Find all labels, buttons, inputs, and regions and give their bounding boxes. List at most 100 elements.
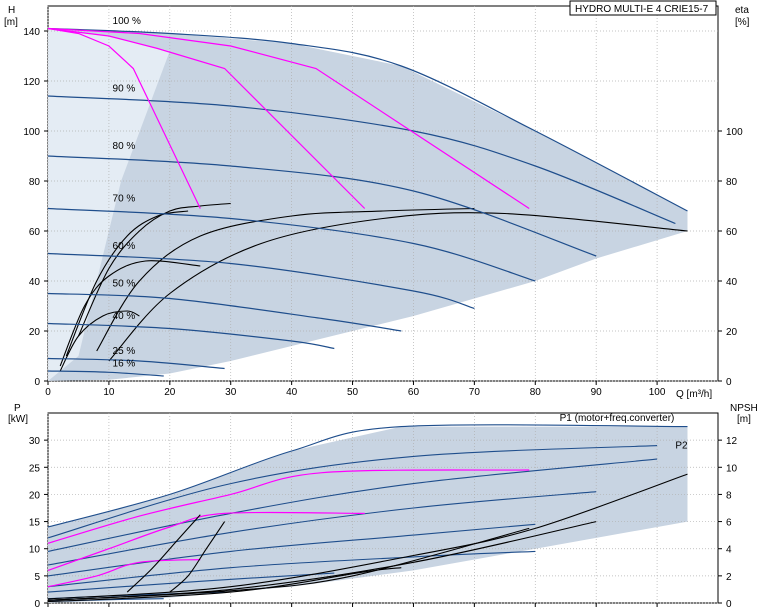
- power-curve-5: [47, 550, 536, 588]
- eta-tick-label-4: 80: [726, 177, 738, 188]
- chart-title: HYDRO MULTI-E 4 CRIE15-7: [575, 4, 709, 15]
- h-tick-label-1: 20: [29, 327, 41, 338]
- head-curve-5: [47, 292, 402, 332]
- head-curve-3: [47, 207, 536, 282]
- power-legend-label-0: P1 (motor+freq.converter): [560, 413, 675, 424]
- power-area: [48, 426, 688, 603]
- power-curves: P1 (motor+freq.converter) P2: [47, 413, 688, 603]
- npsh-curve-4: [169, 521, 226, 593]
- eta-tick-label-2: 40: [726, 277, 738, 288]
- power-curve-4: [47, 523, 536, 577]
- eta-unit-label: [%]: [735, 17, 750, 28]
- npsh-tick-label-1: 2: [726, 572, 732, 583]
- x-tick-label-8: 80: [530, 387, 542, 398]
- x-tick-label-5: 50: [347, 387, 359, 398]
- efficiency-curve-2: [108, 212, 688, 362]
- head-curve-4: [47, 252, 475, 310]
- eta-tick-label-1: 20: [726, 327, 738, 338]
- head-curve-0: [47, 27, 688, 212]
- npsh-tick-label-5: 10: [726, 463, 738, 474]
- p-tick-label-6: 30: [29, 436, 41, 447]
- power-curve-6: [47, 572, 335, 593]
- eta-tick-label-3: 60: [726, 227, 738, 238]
- npsh-curve-2: [47, 527, 530, 601]
- q-axis-label: Q [m³/h]: [676, 389, 712, 400]
- pink-power-1: [47, 511, 365, 571]
- p-tick-label-3: 15: [29, 518, 41, 529]
- h-tick-label-0: 0: [34, 377, 40, 388]
- power-curve-0: [47, 424, 688, 528]
- speed-label-6: 40 %: [113, 311, 136, 322]
- head-curve-2: [47, 155, 597, 257]
- pink-limit-1: [47, 27, 366, 209]
- h-label: H: [8, 5, 15, 16]
- x-tick-label-9: 90: [591, 387, 603, 398]
- speed-label-8: 16 %: [113, 359, 136, 370]
- top-grid: [47, 6, 718, 382]
- speed-label-1: 90 %: [113, 84, 136, 95]
- efficiency-curve-5: [59, 310, 140, 372]
- x-tick-label-7: 70: [469, 387, 481, 398]
- x-tick-label-10: 100: [649, 387, 666, 398]
- npsh-unit-label: [m]: [737, 414, 751, 425]
- h-unit-label: [m]: [4, 17, 18, 28]
- npsh-tick-label-0: 0: [726, 599, 732, 610]
- h-tick-label-5: 100: [23, 127, 40, 138]
- pink-power-2: [47, 559, 201, 588]
- title-box: [569, 0, 717, 16]
- x-tick-label-0: 0: [45, 387, 51, 398]
- npsh-label: NPSH: [730, 403, 758, 414]
- p-tick-label-4: 20: [29, 490, 41, 501]
- operating-area: [48, 28, 688, 381]
- bottom-axis-ticks: 0 5 10 15 20 25 30 0 2 4 6 8 10 12: [29, 436, 738, 610]
- npsh-tick-label-2: 4: [726, 545, 732, 556]
- head-curve-7: [47, 357, 225, 370]
- efficiency-curve-1: [96, 207, 475, 352]
- head-curves: 100 % 90 % 80 % 70 % 60 % 50 % 40 % 25 % 16 %: [47, 16, 688, 377]
- npsh-tick-label-4: 8: [726, 490, 732, 501]
- npsh-curve-3: [47, 567, 402, 603]
- power-npsh-panel: P1 (motor+freq.converter)P2 051015202530…: [8, 403, 758, 610]
- x-tick-label-2: 20: [164, 387, 176, 398]
- power-curve-3: [47, 491, 597, 566]
- pink-limit-0: [47, 27, 201, 209]
- top-axis-ticks: 0 10 20 30 40 50 60 70 80 90 100 0 20 40 60 80 100 120 140…: [23, 27, 743, 398]
- head-curve-6: [47, 322, 335, 350]
- x-tick-label-4: 40: [286, 387, 298, 398]
- pink-limit-2: [47, 27, 530, 210]
- speed-label-3: 70 %: [113, 194, 136, 205]
- h-tick-label-4: 80: [29, 177, 41, 188]
- p-tick-label-0: 0: [34, 599, 40, 610]
- p-tick-label-1: 5: [34, 572, 40, 583]
- npsh-tick-label-3: 6: [726, 518, 732, 529]
- npsh-curve-5: [126, 514, 201, 593]
- h-tick-label-3: 60: [29, 227, 41, 238]
- h-tick-label-6: 120: [23, 77, 40, 88]
- efficiency-curve-0: [77, 202, 231, 337]
- p-label: P: [14, 403, 21, 414]
- efficiency-curve-4: [59, 260, 201, 367]
- power-legend-label-1: P2: [675, 440, 688, 451]
- speed-label-0: 100 %: [113, 16, 141, 27]
- head-curve-1: [47, 95, 676, 225]
- speed-label-2: 80 %: [113, 141, 136, 152]
- npsh-curve-0: [47, 473, 688, 600]
- h-tick-label-2: 40: [29, 277, 41, 288]
- bottom-grid: [47, 413, 718, 604]
- h-tick-label-7: 140: [23, 27, 40, 38]
- eta-tick-label-0: 0: [726, 377, 732, 388]
- head-curve-8: [47, 370, 164, 377]
- pink-power-0: [47, 469, 530, 544]
- p-tick-label-2: 10: [29, 545, 41, 556]
- power-curve-2: [47, 458, 658, 552]
- npsh-tick-label-6: 12: [726, 436, 738, 447]
- x-tick-label-1: 10: [103, 387, 115, 398]
- eta-tick-label-5: 100: [726, 127, 743, 138]
- power-curve-1: [47, 445, 658, 539]
- x-tick-label-3: 30: [225, 387, 237, 398]
- x-tick-label-6: 60: [408, 387, 420, 398]
- eta-label: eta: [735, 5, 749, 16]
- speed-label-5: 50 %: [113, 279, 136, 290]
